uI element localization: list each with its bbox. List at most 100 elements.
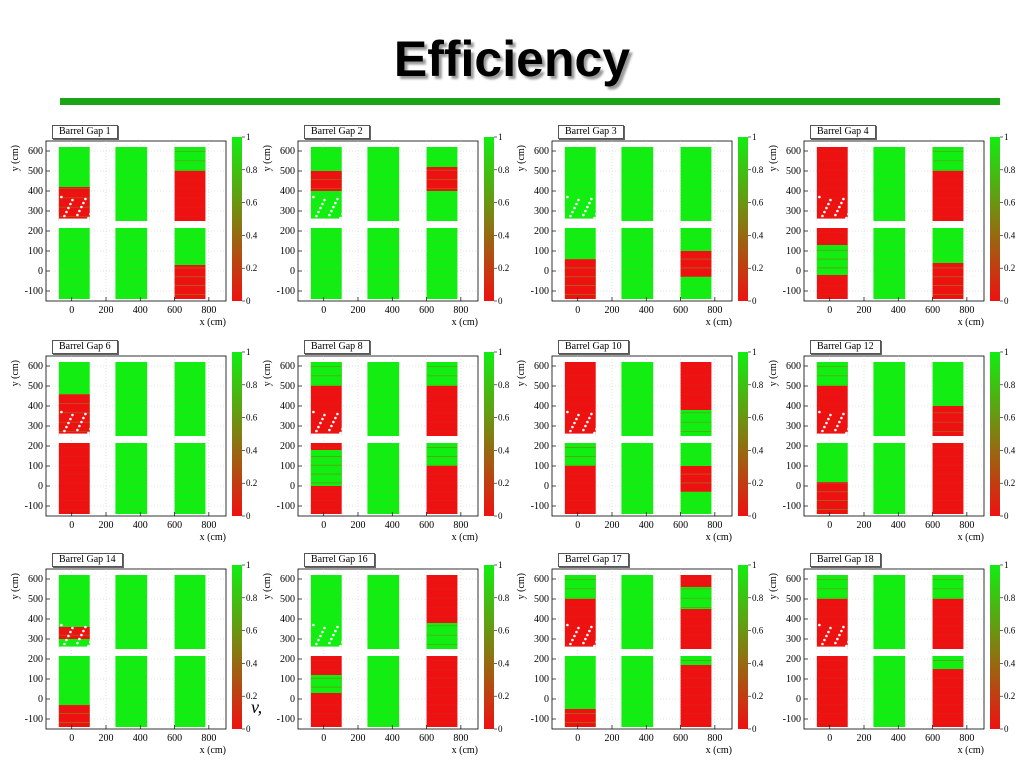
y-tick-label: 300 xyxy=(786,421,801,432)
x-tick-label: 200 xyxy=(857,733,872,744)
x-tick-label: 0 xyxy=(69,305,74,316)
x-axis-label: x (cm) xyxy=(706,532,732,543)
hole-region xyxy=(816,218,848,222)
x-tick-label: 200 xyxy=(857,305,872,316)
chamber-cell xyxy=(680,147,712,221)
heatmap-plot: 0 200 400 600 800 -100 0 100 200 300 400 500 600 x (c… xyxy=(516,347,764,543)
heatmap-plot: 0 200 400 600 800 -100 0 100 200 300 400 500 600 x (c… xyxy=(10,560,258,756)
chamber-cell xyxy=(58,228,90,299)
y-tick-label: 200 xyxy=(28,226,43,237)
x-tick-label: 0 xyxy=(575,305,580,316)
x-tick-label: 600 xyxy=(167,520,182,531)
high-efficiency-band xyxy=(174,147,206,171)
panel-title: Barrel Gap 18 xyxy=(810,553,881,567)
x-axis-label: x (cm) xyxy=(452,532,478,543)
color-scale-tick: 1 xyxy=(1004,132,1009,142)
y-tick-label: 500 xyxy=(28,594,43,605)
color-scale-tick: 0.2 xyxy=(498,478,509,488)
y-tick-label: -100 xyxy=(25,714,43,725)
color-scale-tick: 0.6 xyxy=(246,198,258,208)
high-efficiency-band xyxy=(426,623,458,649)
heatmap-plot: 0 200 400 600 800 -100 0 100 200 300 400 500 600 x (c… xyxy=(10,132,258,328)
color-scale-tick: 0.4 xyxy=(246,230,258,240)
color-scale-tick: 0.8 xyxy=(1004,165,1016,175)
high-efficiency-band xyxy=(426,362,458,386)
y-tick-label: 0 xyxy=(796,266,801,277)
color-scale-tick: 0.8 xyxy=(246,380,258,390)
color-scale-tick: 0.2 xyxy=(752,691,763,701)
x-tick-label: 400 xyxy=(133,305,148,316)
color-scale-tick: 0.4 xyxy=(752,445,764,455)
high-efficiency-band xyxy=(816,575,848,599)
heatmap-plot: 0 200 400 600 800 -100 0 100 200 300 400 500 600 x (c… xyxy=(768,560,1016,756)
color-scale-tick: 0.2 xyxy=(1004,263,1015,273)
color-scale-tick: 0 xyxy=(246,296,251,306)
y-tick-label: 400 xyxy=(280,186,295,197)
color-scale-tick: 1 xyxy=(498,132,503,142)
y-tick-label: 500 xyxy=(534,166,549,177)
high-efficiency-band xyxy=(310,450,342,486)
color-scale-bar xyxy=(738,352,748,516)
x-axis-label: x (cm) xyxy=(706,745,732,756)
y-tick-label: 0 xyxy=(38,481,43,492)
y-tick-label: 0 xyxy=(544,694,549,705)
color-scale-tick: 0.2 xyxy=(246,478,257,488)
x-tick-label: 600 xyxy=(673,733,688,744)
color-scale-tick: 0.4 xyxy=(498,230,510,240)
color-scale-tick: 0 xyxy=(498,296,503,306)
color-scale-tick: 1 xyxy=(498,560,503,570)
y-tick-label: 600 xyxy=(534,574,549,585)
x-tick-label: 800 xyxy=(453,733,468,744)
x-tick-label: 200 xyxy=(605,305,620,316)
y-tick-label: 400 xyxy=(786,186,801,197)
chamber-cell xyxy=(873,575,906,649)
y-tick-label: -100 xyxy=(531,286,549,297)
high-efficiency-band xyxy=(310,675,342,693)
heatmap-plot: 0 200 400 600 800 -100 0 100 200 300 400 500 600 x (c… xyxy=(768,347,1016,543)
y-tick-label: 0 xyxy=(290,481,295,492)
color-scale-tick: 0.2 xyxy=(246,691,257,701)
x-tick-label: 400 xyxy=(639,733,654,744)
y-tick-label: -100 xyxy=(277,501,295,512)
y-tick-label: 100 xyxy=(786,246,801,257)
y-tick-label: 200 xyxy=(28,441,43,452)
chamber-cell xyxy=(621,656,654,727)
color-scale-tick: 0.4 xyxy=(752,658,764,668)
y-tick-label: 200 xyxy=(786,654,801,665)
y-tick-label: 0 xyxy=(290,266,295,277)
color-scale-tick: 1 xyxy=(498,347,503,357)
color-scale-tick: 1 xyxy=(752,132,757,142)
color-scale-tick: 0 xyxy=(246,724,251,734)
x-tick-label: 600 xyxy=(419,733,434,744)
hole-region xyxy=(564,218,596,222)
y-tick-label: 0 xyxy=(290,694,295,705)
color-scale-tick: 1 xyxy=(1004,560,1009,570)
x-tick-label: 0 xyxy=(69,733,74,744)
efficiency-panel: 0 200 400 600 800 -100 0 100 200 300 400 500 600 x (c… xyxy=(10,340,258,550)
chamber-cell xyxy=(621,575,654,649)
low-efficiency-band xyxy=(564,709,596,727)
color-scale-tick: 0.8 xyxy=(1004,593,1016,603)
low-efficiency-band xyxy=(58,394,90,436)
color-scale-tick: 0.2 xyxy=(246,263,257,273)
color-scale-tick: 1 xyxy=(752,560,757,570)
color-scale-tick: 0 xyxy=(1004,296,1009,306)
y-tick-label: 200 xyxy=(786,226,801,237)
hole-region xyxy=(58,218,90,222)
color-scale-tick: 0.2 xyxy=(752,478,763,488)
x-tick-label: 800 xyxy=(201,520,216,531)
x-tick-label: 200 xyxy=(99,305,114,316)
low-efficiency-band xyxy=(932,406,964,436)
x-axis-label: x (cm) xyxy=(452,317,478,328)
y-tick-label: 600 xyxy=(280,146,295,157)
panel-title: Barrel Gap 6 xyxy=(52,340,118,354)
x-axis-label: x (cm) xyxy=(958,532,984,543)
low-efficiency-band xyxy=(58,627,90,639)
x-tick-label: 800 xyxy=(959,520,974,531)
y-tick-label: 200 xyxy=(28,654,43,665)
y-axis-label: y (cm) xyxy=(262,145,273,171)
y-tick-label: -100 xyxy=(531,714,549,725)
x-tick-label: 400 xyxy=(385,733,400,744)
y-tick-label: 0 xyxy=(544,481,549,492)
y-axis-label: y (cm) xyxy=(768,573,779,599)
